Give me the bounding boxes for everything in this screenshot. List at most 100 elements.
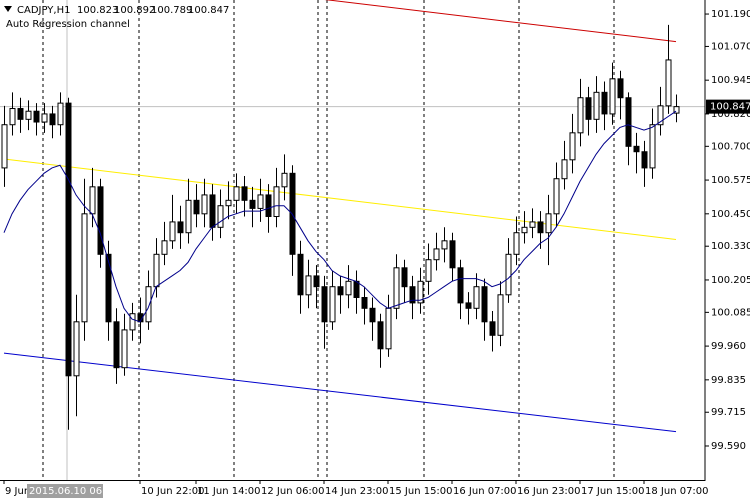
candle-body — [633, 145, 640, 153]
candle-body — [601, 91, 608, 115]
candle-body — [329, 286, 336, 323]
x-tick-label: 14 Jun 23:00 — [325, 486, 389, 497]
y-tick-label: 100.945 — [711, 75, 750, 86]
candle-body — [369, 307, 376, 323]
candle-body — [473, 286, 480, 309]
candle-body — [569, 132, 576, 161]
candle-body — [313, 275, 320, 288]
x-tick-label: 12 Jun 06:00 — [261, 486, 325, 497]
y-tick-label: 99.960 — [711, 341, 746, 352]
candle-body — [177, 221, 184, 234]
candle-body — [617, 78, 624, 99]
candle-body — [81, 213, 88, 323]
y-tick-label: 99.835 — [711, 375, 746, 386]
candle-body — [89, 186, 96, 215]
candle-body — [121, 329, 128, 369]
menu-triangle[interactable] — [4, 6, 12, 12]
x-tick-label: 17 Jun 15:00 — [581, 486, 645, 497]
candle-body — [65, 102, 72, 377]
candle-body — [537, 221, 544, 234]
x-tick-label: 16 Jun 07:00 — [453, 486, 517, 497]
symbol: CADJPY,H1 — [17, 5, 70, 16]
candle-body — [337, 286, 344, 296]
x-tick-label: 16 Jun 23:00 — [517, 486, 581, 497]
candle-body — [233, 186, 240, 201]
candle-body — [33, 110, 40, 123]
candle-body — [553, 178, 560, 215]
x-tick-label: 11 Jun 14:00 — [197, 486, 261, 497]
y-tick-label: 100.205 — [711, 275, 750, 286]
y-tick-label: 100.820 — [711, 109, 750, 120]
last-open: 100.823 — [77, 5, 118, 16]
candle-body — [57, 102, 64, 126]
candle-body — [353, 280, 360, 299]
candle-body — [425, 259, 432, 282]
candle-body — [9, 108, 16, 126]
candle-body — [513, 232, 520, 255]
candle-body — [209, 194, 216, 228]
candle-body — [25, 110, 32, 120]
candle-body — [73, 321, 80, 377]
regression-middle — [3, 158, 677, 240]
candle-body — [185, 199, 192, 234]
last-price-label: 100.847 — [710, 102, 750, 113]
candle-body — [457, 267, 464, 304]
candle-body — [113, 321, 120, 369]
last-close: 100.847 — [188, 5, 229, 16]
candle-body — [665, 59, 672, 107]
candle-body — [249, 199, 256, 209]
candle-body — [441, 240, 448, 250]
y-tick-label: 101.190 — [711, 9, 750, 20]
moving-average — [3, 110, 677, 323]
y-tick-label: 100.330 — [711, 241, 750, 252]
candle-body — [393, 267, 400, 309]
candle-body — [609, 78, 616, 115]
y-tick-label: 100.575 — [711, 175, 750, 186]
candle-body — [529, 221, 536, 228]
candle-body — [417, 280, 424, 304]
last-low: 100.789 — [151, 5, 192, 16]
candle-body — [161, 240, 168, 255]
time-crosshair-box — [27, 484, 103, 498]
candle-body — [625, 97, 632, 147]
candle-body — [49, 113, 56, 126]
candle-body — [257, 194, 264, 209]
y-tick-label: 99.715 — [711, 407, 746, 418]
y-tick-label: 100.085 — [711, 307, 750, 318]
candle-body — [145, 286, 152, 323]
candle-body — [449, 240, 456, 269]
candle-body — [377, 321, 384, 350]
candle-body — [1, 124, 8, 169]
candle-body — [193, 199, 200, 215]
candle-body — [481, 286, 488, 323]
candle-body — [97, 186, 104, 255]
last-high: 100.892 — [114, 5, 155, 16]
candle-body — [401, 267, 408, 288]
x-tick-label: 18 Jun 07:00 — [645, 486, 709, 497]
candle-body — [297, 253, 304, 296]
candle-body — [201, 194, 208, 215]
y-tick-label: 100.700 — [711, 141, 750, 152]
candle-body — [361, 297, 368, 309]
candle-body — [345, 280, 352, 296]
plot-area — [0, 0, 705, 433]
candle-body — [545, 213, 552, 234]
x-tick-label: 9 Jun — [5, 486, 30, 497]
regression-lower — [3, 352, 677, 433]
regression-upper — [324, 0, 677, 43]
candle-body — [153, 253, 160, 288]
candle-body — [265, 194, 272, 218]
y-tick-label: 99.590 — [711, 441, 746, 452]
candle-body — [577, 97, 584, 134]
candle-body — [305, 275, 312, 296]
x-tick-label: 10 Jun 22:00 — [141, 486, 205, 497]
candle-body — [273, 186, 280, 218]
time-crosshair-label: 2015.06.10 06:00 — [29, 486, 118, 497]
candle-body — [225, 199, 232, 207]
candle-body — [321, 286, 328, 323]
candle-body — [169, 221, 176, 242]
candle-body — [641, 151, 648, 169]
candle-body — [497, 294, 504, 336]
y-tick-label: 100.450 — [711, 209, 750, 220]
candle-body — [281, 172, 288, 188]
